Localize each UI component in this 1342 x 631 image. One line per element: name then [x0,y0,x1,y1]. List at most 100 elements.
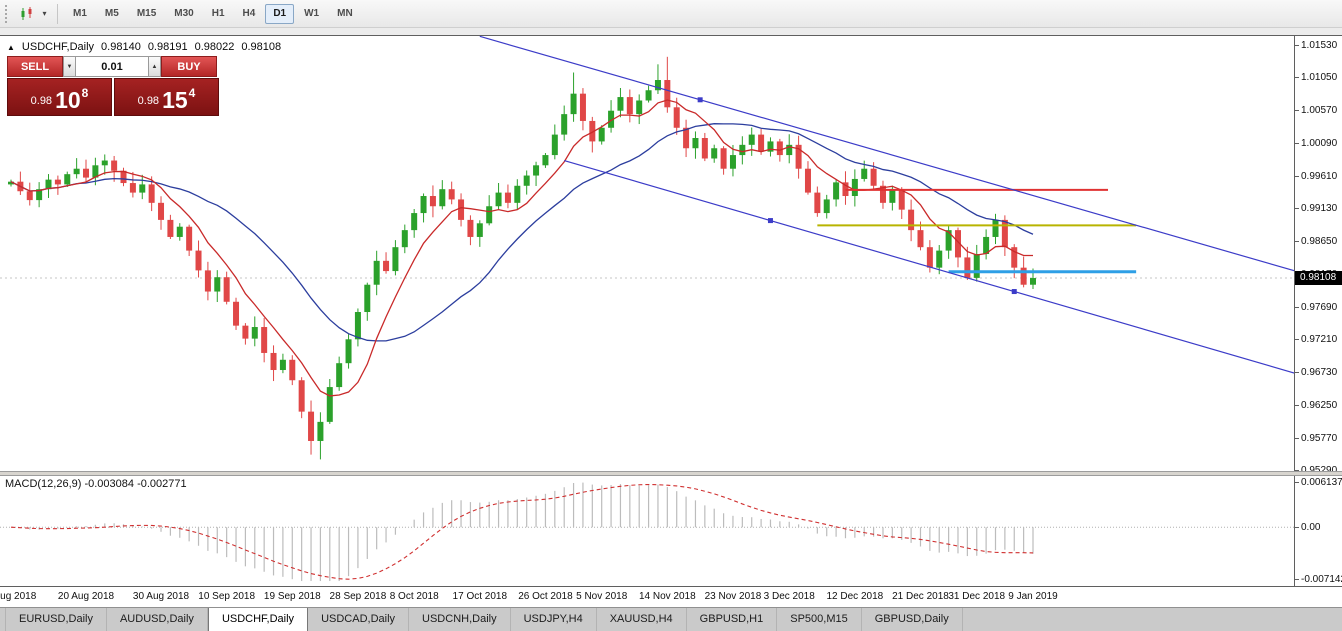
ma-slow-line [10,123,1034,342]
candle-body [139,184,146,193]
toolbar-grip[interactable] [5,4,10,23]
date-label: 19 Sep 2018 [263,591,321,602]
timeframe-button-d1[interactable]: D1 [265,3,295,24]
ma-fast-line [10,99,1034,397]
candle-body [373,260,380,285]
candle-body [233,301,240,326]
candle-body [261,327,268,353]
volume-up-button[interactable]: ▲ [148,56,161,77]
candle-body [36,189,43,201]
chart-tab-usdchf-daily[interactable]: USDCHF,Daily [207,608,309,631]
candle-body [654,80,661,91]
macd-scale: 0.006137 0.00 -0.0071420 [1294,476,1342,586]
chart-tabs-bar: EURUSD,Daily AUDUSD,Daily USDCHF,Daily USDC… [0,607,1342,631]
timeframe-button-m30[interactable]: M30 [166,4,201,24]
chart-tab-gbpusd-daily[interactable]: GBPUSD,Daily [862,608,963,631]
price-tick: 0.99610 [1295,170,1338,182]
pane-splitter[interactable] [0,471,1342,476]
candle-body [26,191,33,201]
candle-body [411,213,418,231]
candle-body [1001,219,1008,248]
bid-pipette: 8 [81,86,89,100]
candle-body [176,226,183,237]
chart-type-dropdown-button[interactable]: ▾ [38,3,51,25]
volume-input[interactable] [76,56,148,77]
candle-body [392,247,399,272]
macd-pane[interactable]: MACD(12,26,9) -0.003084 -0.002771 [0,476,1294,586]
price-scale[interactable]: 1.01530 1.01050 1.00570 1.00090 0.99610 0.991… [1294,35,1342,471]
candlestick-chart[interactable] [0,36,1294,471]
candle-body [458,199,465,220]
chart-tab-eurusd-daily[interactable]: EURUSD,Daily [5,608,107,631]
candle-body [336,363,343,388]
candle-body [364,284,371,313]
candle-body [8,181,14,185]
ask-price-display[interactable]: 0.98 15 4 [114,78,219,116]
date-label: 5 Nov 2018 [576,591,628,602]
candle-body [964,257,971,278]
macd-scale-tick: 0.00 [1295,522,1321,534]
candle-body [439,189,446,207]
candle-body [917,230,924,248]
timeframe-button-m5[interactable]: M5 [97,4,127,24]
candle-body [1030,278,1036,285]
descending-channel-upper[interactable] [479,36,1294,272]
timeframe-button-h1[interactable]: H1 [204,4,233,24]
candle-body [1020,267,1027,285]
current-price-marker: 0.98108 [1295,271,1342,286]
timeframe-button-m15[interactable]: M15 [129,4,164,24]
candle-body [533,165,540,176]
candle-body [514,185,521,203]
chart-tab-audusd-daily[interactable]: AUDUSD,Daily [107,608,208,631]
candle-body [786,144,793,156]
candle-body [476,223,483,237]
macd-scale-tick: -0.0071420 [1295,574,1342,585]
candle-body [908,209,915,231]
timeframe-button-m1[interactable]: M1 [65,4,95,24]
main-chart-pane[interactable]: ▲ USDCHF,Daily 0.98140 0.98191 0.98022 0.9810… [0,35,1294,471]
descending-channel-lower[interactable] [564,159,1294,374]
date-label: 21 Dec 2018 [892,591,949,602]
timeframe-button-h4[interactable]: H4 [235,4,264,24]
chart-tab-sp500-m15[interactable]: SP500,M15 [777,608,862,631]
chart-tab-usdcad-daily[interactable]: USDCAD,Daily [308,608,410,631]
bid-big-digits: 10 [55,87,81,114]
bid-price-display[interactable]: 0.98 10 8 [7,78,112,116]
candle-body [608,110,615,128]
volume-down-button[interactable]: ▼ [63,56,76,77]
timeframe-button-mn[interactable]: MN [329,4,361,24]
descending-channel-lower-handle[interactable] [1011,289,1017,295]
candle-body [326,387,333,422]
chart-tab-gbpusd-h1[interactable]: GBPUSD,H1 [687,608,778,631]
candle-body [861,168,868,179]
price-tick: 0.98650 [1295,236,1338,248]
candle-body [83,168,90,178]
buy-button[interactable]: BUY [161,56,217,77]
sell-button[interactable]: SELL [7,56,63,77]
date-label: 20 Aug 2018 [57,591,115,602]
chart-title: ▲ USDCHF,Daily 0.98140 0.98191 0.98022 0.9810… [7,41,288,53]
descending-channel-upper-handle[interactable] [697,97,703,103]
candle-body [889,189,896,203]
chart-type-button[interactable] [16,3,38,25]
time-axis[interactable]: 8 Aug 2018 20 Aug 2018 30 Aug 2018 10 Sep 2… [0,586,1342,607]
candle-body [879,185,886,203]
candle-body [992,219,999,237]
candle-body [420,196,427,214]
candle-body [795,144,802,169]
macd-chart[interactable] [0,476,1294,586]
chart-tab-usdcnh-daily[interactable]: USDCNH,Daily [409,608,511,631]
candle-body [645,90,652,101]
candle-body [589,120,596,142]
chart-tab-xauusd-h4[interactable]: XAUUSD,H4 [597,608,687,631]
candle-body [551,134,558,156]
macd-scale-tick: 0.006137 [1295,477,1342,488]
candle-body [983,236,990,255]
candle-body [223,277,230,302]
timeframe-button-w1[interactable]: W1 [296,4,327,24]
candle-body [270,352,277,371]
candle-body [345,339,352,364]
candle-body [898,189,905,210]
descending-channel-lower-handle[interactable] [767,218,773,224]
chart-tab-usdjpy-h4[interactable]: USDJPY,H4 [511,608,597,631]
